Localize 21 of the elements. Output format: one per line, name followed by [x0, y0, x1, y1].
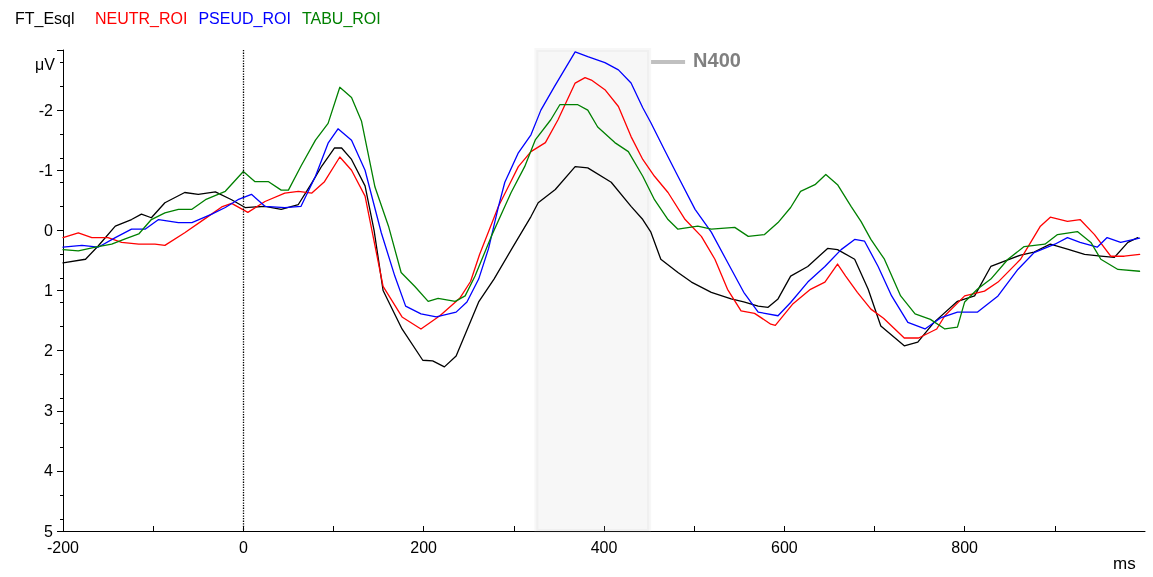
x-tick-label: 400 [590, 538, 618, 556]
band-label: N400 [693, 49, 741, 71]
y-tick-label: -2 [38, 101, 54, 119]
y-tick-label: -1 [38, 161, 54, 179]
y-tick-label: 1 [44, 282, 54, 299]
x-tick-label: 600 [770, 538, 798, 556]
chart-title: FT_Esql [15, 9, 75, 28]
text: PSEUD_ROI [198, 9, 291, 28]
x-axis-title: ms [1113, 554, 1136, 573]
text: NEUTR_ROI [95, 9, 188, 28]
y-tick-label: 4 [44, 462, 54, 480]
y-axis-title: μV [35, 55, 56, 73]
y-tick-label: 5 [44, 522, 54, 540]
y-tick-label: 3 [44, 402, 54, 420]
x-tick-label: 0 [238, 538, 248, 556]
text: TABU_ROI [301, 9, 381, 28]
x-tick-label: 800 [951, 538, 979, 556]
x-tick-label: 200 [410, 538, 438, 556]
x-tick-label: -200 [46, 538, 80, 556]
y-tick-label: 2 [44, 342, 54, 360]
y-tick-label: 0 [44, 221, 54, 239]
